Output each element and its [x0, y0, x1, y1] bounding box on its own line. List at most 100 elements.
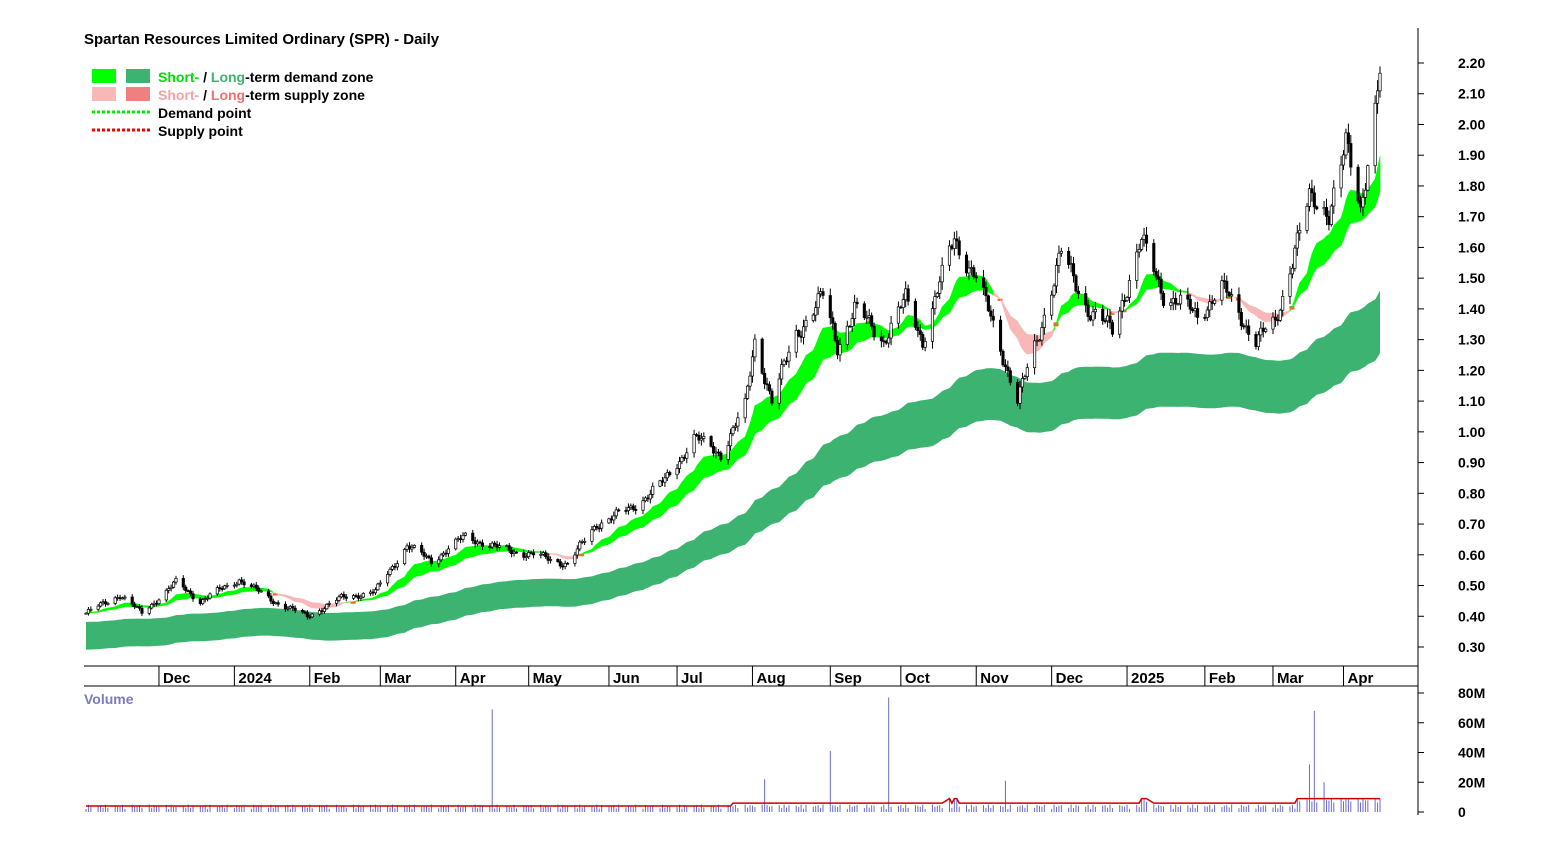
legend-label-part: Short- [158, 87, 200, 103]
candle-body [201, 599, 205, 604]
short-term-zone-segment [598, 539, 602, 549]
short-term-zone-segment [754, 401, 763, 435]
short-term-zone-segment [659, 500, 663, 518]
short-term-zone-segment [1019, 324, 1023, 350]
candle-body [232, 584, 236, 587]
crossover-marker [1053, 322, 1059, 327]
short-term-zone-segment [343, 601, 347, 604]
short-term-zone-segment [630, 518, 634, 533]
short-term-zone-segment [744, 430, 748, 456]
legend-label: Supply point [158, 123, 243, 139]
short-term-zone-segment [107, 606, 116, 611]
x-tick-label: Oct [905, 670, 930, 687]
legend-label-part: Long [211, 69, 245, 85]
x-tick-label: Aug [756, 670, 785, 687]
candle-body [1329, 205, 1333, 225]
candle-body [86, 609, 90, 614]
candle-body [614, 509, 618, 517]
candle-body [106, 603, 110, 605]
candle-body [544, 552, 548, 558]
candle-body [1050, 294, 1054, 316]
crossover-marker [579, 553, 585, 557]
candle-body [641, 500, 645, 511]
short-term-zone-segment [628, 520, 632, 535]
candle-body [140, 607, 144, 614]
candle-body [794, 330, 798, 353]
candle-body [1363, 189, 1367, 198]
candle-body [118, 597, 122, 599]
candle-body [291, 605, 295, 609]
candle-body [1230, 294, 1234, 297]
short-term-zone-segment [601, 536, 610, 547]
short-term-zone-segment [238, 587, 242, 594]
short-term-zone-segment [625, 522, 629, 536]
candle-body [1071, 263, 1076, 277]
candle-body [716, 451, 720, 454]
candle-body [334, 600, 339, 604]
y-tick-label: 2.10 [1458, 86, 1485, 102]
y-tick-label: 1.10 [1458, 393, 1485, 409]
crossover-marker [1289, 305, 1295, 310]
x-tick-label: Jul [681, 670, 703, 687]
legend-label: Short- / Long-term supply zone [158, 87, 365, 103]
short-term-zone-segment [684, 475, 688, 498]
candle-body [748, 375, 752, 387]
candle-body [220, 588, 224, 590]
candle-body [887, 337, 891, 344]
y-tick-label: 0.80 [1458, 485, 1485, 501]
candle-body [137, 606, 142, 609]
short-term-zone-segment [1377, 156, 1381, 200]
candle-body [955, 238, 959, 242]
candle-body [590, 529, 594, 542]
short-term-zone-segment [596, 541, 600, 550]
candle-body [1108, 315, 1112, 323]
candle-body [473, 540, 477, 545]
candle-body [575, 548, 579, 556]
short-term-zone-segment [664, 493, 668, 514]
short-term-zone-segment [934, 316, 938, 327]
short-term-zone-segment [1194, 295, 1198, 301]
candle-body [1227, 291, 1231, 297]
candle-body [1018, 386, 1022, 404]
short-term-zone-segment [581, 551, 585, 555]
crossover-marker [1226, 296, 1232, 299]
x-tick-label: Mar [1277, 670, 1304, 687]
candle-body [461, 534, 465, 540]
short-term-zone-segment [752, 405, 756, 441]
short-term-zone-segment [290, 595, 293, 601]
candle-body [1196, 308, 1200, 318]
short-term-zone-segment [594, 543, 598, 551]
candle-body [1339, 164, 1343, 189]
candle-body [527, 552, 531, 557]
candle-body [359, 596, 363, 599]
candle-body [344, 596, 348, 599]
short-term-zone-segment [243, 587, 252, 592]
short-term-zone-segment [122, 602, 126, 608]
candle-body [89, 608, 93, 611]
candle-body [884, 340, 888, 344]
candle-body [490, 542, 494, 548]
candle-body [930, 308, 935, 342]
y-tick-label: 1.60 [1458, 239, 1485, 255]
candle-body [181, 578, 185, 588]
candle-body [223, 585, 227, 590]
candle-body [157, 599, 161, 604]
short-term-zone-segment [564, 555, 568, 560]
candle-body [101, 601, 105, 604]
short-term-zone-segment [735, 441, 739, 463]
candle-body [904, 288, 908, 301]
candle-body [1159, 279, 1163, 294]
candle-body [1278, 309, 1282, 321]
short-term-zone-segment [1010, 315, 1018, 340]
short-term-zone-segment [788, 373, 797, 405]
short-term-zone-segment [1374, 168, 1378, 207]
candle-body [507, 545, 511, 551]
y-tick-label: 0.30 [1458, 639, 1485, 655]
volume-tick-label: 60M [1458, 715, 1485, 731]
volume-tick-label: 40M [1458, 745, 1485, 761]
legend-swatch-long [126, 87, 150, 101]
candle-body [1261, 327, 1265, 332]
short-term-zone-segment [584, 548, 593, 554]
candle-body [410, 547, 414, 550]
candle-body [371, 591, 375, 594]
